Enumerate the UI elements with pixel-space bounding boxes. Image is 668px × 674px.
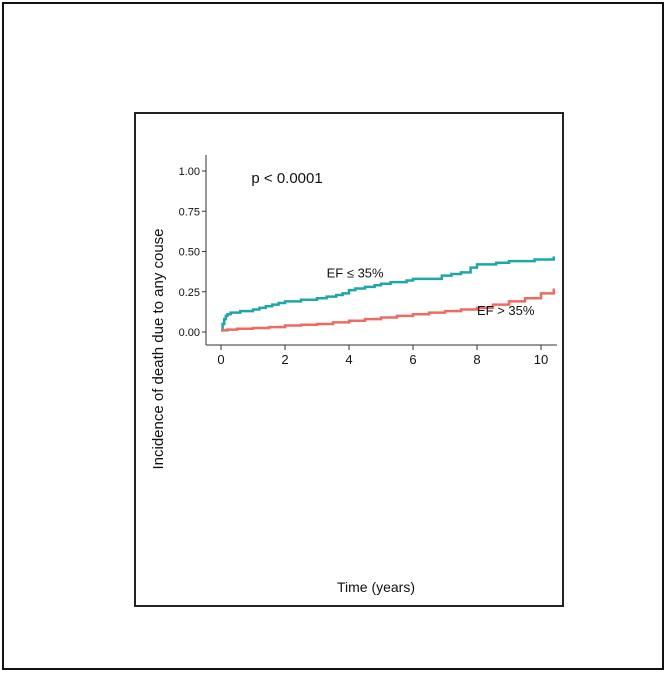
y-tick-label: 0.75 bbox=[179, 206, 200, 218]
label-ef-high: EF > 35% bbox=[477, 303, 535, 318]
y-tick-label: 0.00 bbox=[179, 327, 200, 339]
axes: 0.00 0.25 0.50 0.75 1.00 0 2 4 6 8 10 bbox=[179, 155, 557, 367]
series-layer bbox=[221, 256, 556, 332]
y-tick-label: 1.00 bbox=[179, 166, 200, 178]
x-tick-label: 2 bbox=[281, 352, 288, 367]
p-value: p < 0.0001 bbox=[251, 170, 322, 187]
x-tick-label: 8 bbox=[473, 352, 480, 367]
label-ef-low: EF ≤ 35% bbox=[327, 265, 384, 280]
x-axis-label: Time (years) bbox=[337, 579, 415, 595]
x-tick-label: 6 bbox=[409, 352, 416, 367]
x-tick-label: 4 bbox=[345, 352, 352, 367]
x-tick-label: 10 bbox=[534, 352, 548, 367]
y-axis-label: Incidence of death due to any couse bbox=[150, 228, 167, 469]
series-line-ef-35- bbox=[221, 288, 556, 332]
series-line-ef-35- bbox=[221, 256, 556, 332]
labels-layer: Incidence of death due to any couse Time… bbox=[150, 170, 535, 595]
y-tick-label: 0.25 bbox=[179, 287, 200, 299]
y-tick-label: 0.50 bbox=[179, 247, 200, 259]
x-tick-label: 0 bbox=[217, 352, 224, 367]
